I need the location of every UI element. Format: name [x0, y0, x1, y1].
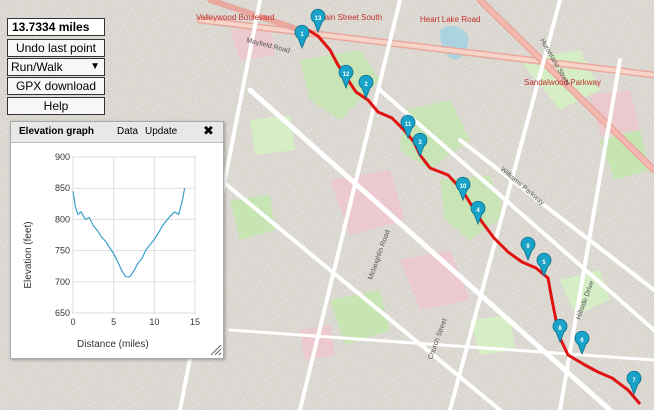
activity-mode-value: Run/Walk: [11, 60, 63, 74]
elevation-panel-title: Elevation graph: [19, 126, 95, 137]
map-pin-icon: [338, 64, 354, 90]
undo-last-point-button[interactable]: Undo last point: [7, 39, 105, 57]
y-tick-label: 900: [55, 152, 70, 162]
x-tick-label: 15: [190, 317, 200, 327]
chart-frame: [72, 156, 196, 314]
close-icon[interactable]: ✖: [203, 123, 214, 138]
road-label-valleywood: Valleywood Boulevard: [196, 13, 275, 22]
route-marker-11[interactable]: 11: [400, 114, 416, 140]
map-pin-icon: [310, 8, 326, 34]
map-pin-icon: [574, 330, 590, 356]
x-tick-label: 5: [111, 317, 116, 327]
route-marker-label: 10: [460, 184, 467, 190]
elevation-panel-header: Elevation graph Data Update ✖: [11, 122, 223, 143]
route-marker-8[interactable]: 8: [552, 318, 568, 344]
road-label-main-street: Main Street South: [318, 13, 382, 22]
activity-mode-select[interactable]: Run/Walk ▼: [7, 58, 105, 76]
route-marker-label: 6: [580, 338, 584, 344]
route-marker-3[interactable]: 3: [412, 132, 428, 158]
map-pin-icon: [536, 252, 552, 278]
route-marker-7[interactable]: 7: [626, 370, 642, 396]
road-label-heart-lake: Heart Lake Road: [420, 15, 480, 24]
map-pin-icon: [455, 176, 471, 202]
commercial-areas: [230, 25, 640, 360]
route-marker-5[interactable]: 5: [536, 252, 552, 278]
y-axis-label: Elevation (feet): [23, 221, 34, 288]
elevation-series-line: [72, 188, 186, 278]
route-marker-9[interactable]: 9: [520, 236, 536, 262]
route-marker-label: 5: [542, 260, 546, 266]
y-tick-label: 800: [55, 214, 70, 224]
y-tick-label: 700: [55, 277, 70, 287]
resize-handle-icon[interactable]: [210, 344, 222, 356]
map-pin-icon: [294, 24, 310, 50]
x-tick-label: 0: [70, 317, 75, 327]
route-marker-1[interactable]: 1: [294, 24, 310, 50]
map-pin-icon: [520, 236, 536, 262]
map-pin-icon: [412, 132, 428, 158]
route-line[interactable]: [298, 28, 642, 405]
route-marker-label: 3: [418, 140, 422, 146]
elevation-graph-panel: Elevation graph Data Update ✖ 650 700 750 8…: [10, 121, 224, 359]
route-marker-2[interactable]: 2: [358, 74, 374, 100]
map-pin-icon: [470, 200, 486, 226]
distance-display: 13.7334 miles: [7, 18, 105, 36]
map-pin-icon: [626, 370, 642, 396]
route-marker-10[interactable]: 10: [455, 176, 471, 202]
route-marker-label: 13: [315, 16, 322, 22]
road-label-sandalwood: Sandalwood Parkway: [524, 78, 601, 87]
x-tick-labels: 0 5 10 15: [70, 317, 200, 327]
x-axis-label: Distance (miles): [77, 339, 149, 350]
elevation-chart: 650 700 750 800 850 900 0 5 10 15 Distance (mile…: [23, 152, 222, 356]
route-marker-4[interactable]: 4: [470, 200, 486, 226]
elevation-update-link[interactable]: Update: [145, 126, 178, 137]
chevron-down-icon: ▼: [90, 61, 100, 72]
route-marker-13[interactable]: 13: [310, 8, 326, 34]
route-marker-label: 2: [364, 82, 368, 88]
roads: [158, 0, 654, 410]
route-marker-label: 12: [343, 72, 350, 78]
route-marker-6[interactable]: 6: [574, 330, 590, 356]
y-tick-label: 650: [55, 308, 70, 318]
y-tick-label: 850: [55, 183, 70, 193]
route-marker-label: 7: [632, 378, 636, 384]
route-marker-label: 8: [558, 326, 562, 332]
elevation-data-link[interactable]: Data: [117, 126, 139, 137]
route-marker-label: 9: [526, 244, 530, 250]
map-pin-icon: [358, 74, 374, 100]
help-button[interactable]: Help: [7, 97, 105, 115]
chart-grid: [72, 156, 196, 314]
route-marker-label: 4: [476, 208, 480, 214]
route-marker-12[interactable]: 12: [338, 64, 354, 90]
route-marker-label: 1: [300, 32, 304, 38]
map-pin-icon: [552, 318, 568, 344]
gpx-download-button[interactable]: GPX download: [7, 77, 105, 95]
x-tick-label: 10: [149, 317, 159, 327]
route-marker-label: 11: [405, 122, 412, 128]
y-tick-labels: 650 700 750 800 850 900: [55, 152, 70, 318]
y-tick-label: 750: [55, 246, 70, 256]
map-pin-icon: [400, 114, 416, 140]
